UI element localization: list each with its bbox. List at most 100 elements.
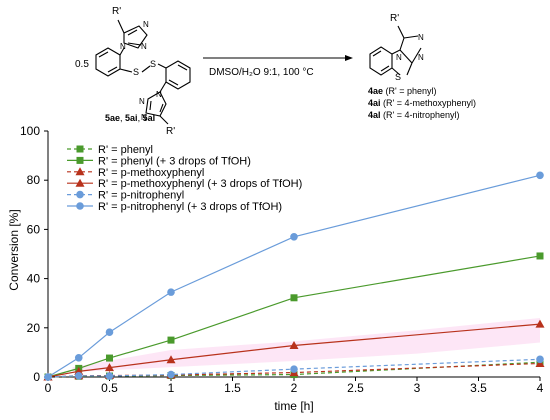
legend-entry-4: R' = p-nitrophenyl <box>67 190 184 202</box>
triazole-n-label: N <box>141 113 147 122</box>
data-point <box>536 171 544 180</box>
y-axis-label: Conversion [%] <box>7 209 21 290</box>
x-tick-label: 1 <box>168 381 175 395</box>
stoichiometry-factor: 0.5 <box>75 59 89 70</box>
series-4 <box>44 355 544 381</box>
data-point <box>44 373 52 381</box>
x-tick-label: 1.5 <box>224 381 241 395</box>
reactant-label-sep: , <box>120 113 125 123</box>
data-point <box>105 363 114 372</box>
x-tick-label: 2 <box>291 381 298 395</box>
legend-label: R' = phenyl <box>98 144 153 156</box>
legend-label: R' = p-nitrophenyl (+ 3 drops of TfOH) <box>98 201 282 213</box>
product-structure <box>369 25 422 76</box>
legend-entry-5: R' = p-nitrophenyl (+ 3 drops of TfOH) <box>67 201 282 213</box>
reactant-top-substituent: R' <box>112 6 121 17</box>
reactant-bottom-substituent: R' <box>166 126 175 137</box>
x-tick-label: 3 <box>414 381 421 395</box>
legend-entry-0: R' = phenyl <box>67 144 153 156</box>
legend-marker <box>76 190 84 199</box>
legend-label: R' = phenyl (+ 3 drops of TfOH) <box>98 155 251 167</box>
legend-marker <box>76 156 84 164</box>
product-n-label: N <box>418 33 424 42</box>
legend-label: R' = p-methoxyphenyl (+ 3 drops of TfOH) <box>98 178 302 190</box>
x-tick-label: 0 <box>45 381 52 395</box>
x-tick-label: 2.5 <box>347 381 364 395</box>
reactant-labels: 5ae, 5ai, 5al <box>105 113 155 123</box>
data-point <box>536 252 544 260</box>
product-label-4ae: 4ae (R' = phenyl) <box>368 86 437 96</box>
reactant-label-sep: , <box>138 113 143 123</box>
triazole-n-label: N <box>120 42 126 51</box>
series-line <box>47 323 541 378</box>
data-point <box>105 328 114 337</box>
legend-marker <box>75 178 85 187</box>
data-point <box>106 354 113 362</box>
y-tick-label: 40 <box>27 272 41 286</box>
legend-marker <box>76 145 84 153</box>
data-point <box>289 341 299 350</box>
triazole-n-label: N <box>141 42 147 51</box>
reactant-triazole-bottom <box>145 91 169 125</box>
reactant-label-5ai: 5ai <box>125 113 138 123</box>
reaction-arrow <box>203 55 353 61</box>
data-point <box>167 288 175 296</box>
data-point <box>167 370 175 379</box>
triazole-n-label: N <box>156 90 162 99</box>
data-point <box>74 354 83 362</box>
series-line <box>47 358 541 378</box>
data-point <box>290 232 298 241</box>
data-point <box>535 319 545 328</box>
chart-series <box>43 171 545 381</box>
y-tick-label: 80 <box>27 173 41 187</box>
sulfur-label: S <box>150 59 156 69</box>
y-tick-label: 100 <box>20 124 40 138</box>
product-n-label: N <box>418 53 424 62</box>
x-tick-label: 4 <box>537 381 544 395</box>
reactant-benzene-left <box>95 47 133 77</box>
triazole-n-label: N <box>143 20 149 29</box>
triazole-n-label: N <box>139 97 145 106</box>
series-line <box>47 174 541 378</box>
y-tick-label: 60 <box>27 222 41 236</box>
series-line <box>47 255 541 378</box>
chart-ticks: 0 20 40 60 80 100 0 0.5 1 1.5 2 2.5 3 3.5 4 <box>20 124 544 395</box>
reaction-scheme: R' N N N S S N N <box>75 6 476 137</box>
x-tick-label: 0.5 <box>101 381 118 395</box>
legend-entry-3: R' = p-methoxyphenyl (+ 3 drops of TfOH) <box>67 178 302 190</box>
product-label-4ai: 4ai (R' = 4-methoxyphenyl) <box>368 98 476 108</box>
product-n-label: N <box>396 53 402 62</box>
reactant-triazole-top <box>117 19 148 49</box>
product-label-4al: 4al (R' = 4-nitrophenyl) <box>368 110 460 120</box>
reaction-condition: DMSO/H₂O 9:1, 100 °C <box>209 67 314 78</box>
reactant-label-5ae: 5ae <box>105 113 120 123</box>
product-labels: 4ae (R' = phenyl) 4ai (R' = 4-methoxyphe… <box>368 86 476 120</box>
series-5 <box>44 171 544 381</box>
x-tick-label: 3.5 <box>470 381 487 395</box>
product-substituent: R' <box>390 13 399 24</box>
data-point <box>105 372 114 380</box>
data-point <box>167 336 175 344</box>
data-point <box>290 365 298 373</box>
data-point <box>290 294 298 302</box>
data-point <box>536 355 544 364</box>
reactant-label-5al: 5al <box>143 113 156 123</box>
sulfur-label: S <box>133 67 139 77</box>
y-tick-label: 0 <box>33 370 40 384</box>
x-axis-label: time [h] <box>274 399 313 413</box>
legend-entry-2: R' = p-methoxyphenyl <box>67 167 204 179</box>
legend-label: R' = p-methoxyphenyl <box>98 167 204 179</box>
legend-marker <box>76 202 84 210</box>
legend-marker <box>75 167 85 176</box>
conversion-chart: 0 20 40 60 80 100 0 0.5 1 1.5 2 2.5 3 3.5 4 R' = pheny… <box>7 124 545 413</box>
legend-label: R' = p-nitrophenyl <box>98 190 184 202</box>
data-point <box>166 355 176 364</box>
y-tick-label: 20 <box>27 321 41 335</box>
reactant-benzene-right <box>157 60 191 93</box>
legend-entry-1: R' = phenyl (+ 3 drops of TfOH) <box>67 155 251 167</box>
disulfide-bond <box>141 65 151 73</box>
data-point <box>74 371 83 380</box>
